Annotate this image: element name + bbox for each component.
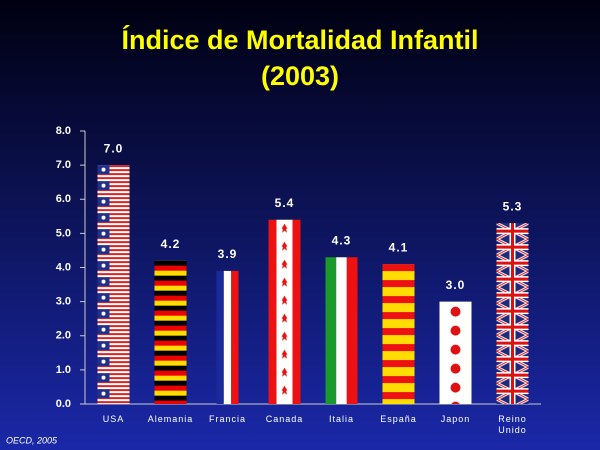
x-tick-label: Japon (440, 414, 471, 424)
chart-title: Índice de Mortalidad Infantil (121, 24, 478, 55)
bar (154, 260, 187, 404)
value-label: 4.3 (332, 233, 352, 247)
value-label: 5.4 (275, 196, 295, 210)
bar (439, 301, 472, 404)
value-label: 7.0 (104, 141, 124, 155)
x-tick-label: Canada (265, 414, 304, 424)
y-tick-label: 0.0 (56, 398, 71, 410)
source: OECD, 2005 (6, 435, 58, 445)
y-tick-label: 3.0 (56, 296, 71, 308)
y-tick-label: 8.0 (56, 125, 71, 137)
y-tick-label: 6.0 (56, 193, 71, 205)
bar (216, 270, 239, 404)
bar (325, 257, 358, 404)
chart-subtitle: (2003) (261, 61, 339, 91)
x-tick-label: Francia (208, 414, 246, 424)
x-tick-label: USA (102, 414, 125, 424)
bar (97, 165, 130, 404)
value-label: 4.1 (389, 240, 409, 254)
value-label: 5.3 (503, 199, 523, 213)
bar (382, 264, 415, 404)
x-tick-label: Reino Unido (498, 414, 527, 435)
x-tick-label: Alemania (147, 414, 194, 424)
bar (268, 219, 301, 404)
y-tick-label: 2.0 (56, 330, 71, 342)
y-tick-label: 7.0 (56, 159, 71, 171)
x-tick-label: Italia (328, 414, 354, 424)
y-tick-label: 4.0 (56, 261, 71, 273)
y-tick-label: 5.0 (56, 227, 71, 239)
x-tick-label: España (380, 414, 417, 424)
y-tick-label: 1.0 (56, 364, 71, 376)
value-label: 4.2 (161, 237, 181, 251)
bar (496, 223, 529, 404)
value-label: 3.9 (218, 247, 238, 261)
value-label: 3.0 (446, 278, 466, 292)
